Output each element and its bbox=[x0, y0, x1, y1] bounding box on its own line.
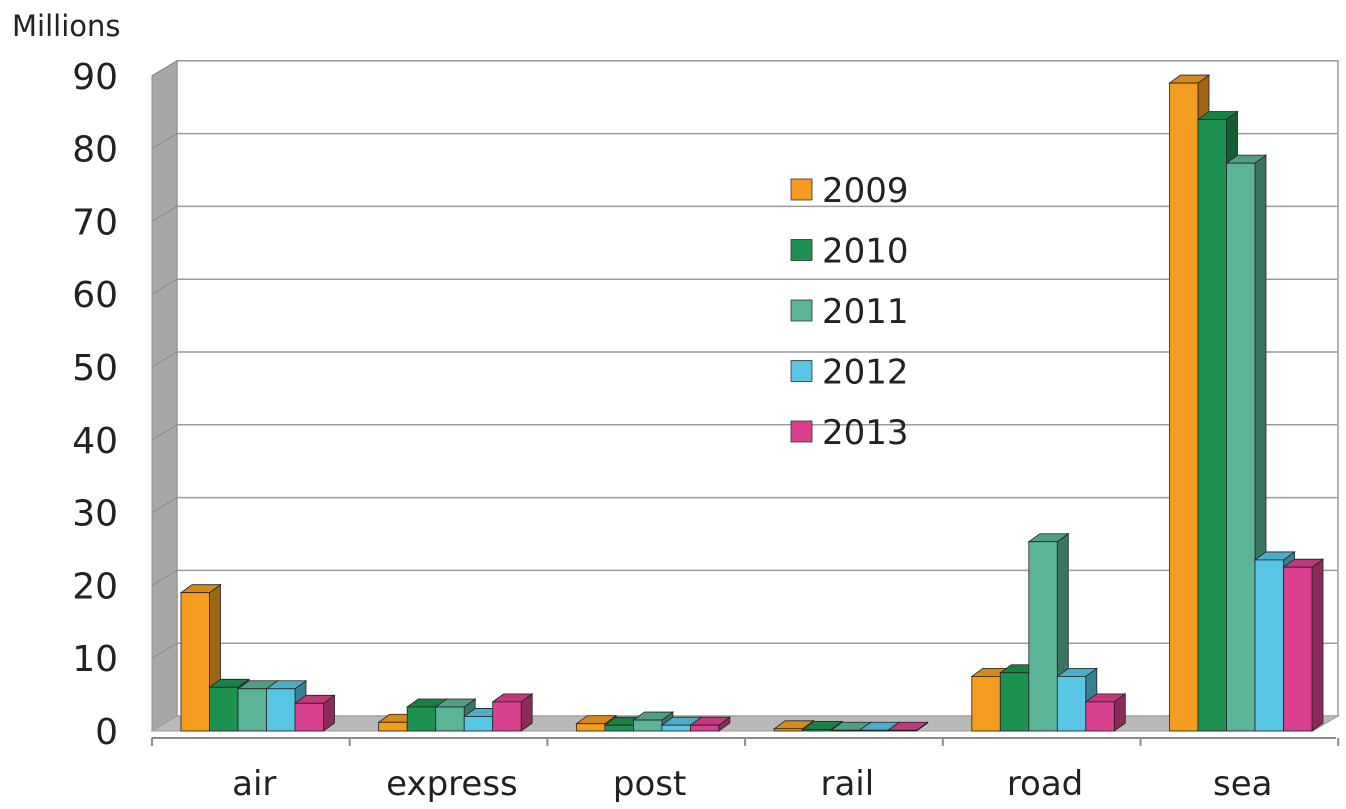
axes: 0 10 20 30 40 50 60 70 80 90 air express post rail roa… bbox=[72, 57, 1340, 804]
gridline-side-50 bbox=[151, 351, 178, 368]
legend-item-2012: 2012 bbox=[790, 353, 909, 393]
x-tick-label-sea: sea bbox=[1213, 764, 1272, 804]
bar-air-2012 bbox=[265, 679, 308, 732]
gridline-side-80 bbox=[151, 133, 178, 150]
x-tick-label-road: road bbox=[1007, 764, 1083, 804]
y-tick-label: 90 bbox=[72, 57, 118, 98]
bar-front bbox=[802, 729, 832, 732]
bar-front bbox=[1197, 119, 1227, 732]
y-tick-label: 50 bbox=[72, 348, 118, 389]
bar-front bbox=[604, 724, 634, 732]
y-tick-label: 30 bbox=[72, 494, 118, 535]
y-tick-label: 0 bbox=[95, 712, 118, 753]
bar-front bbox=[830, 729, 860, 732]
y-tick-label: 60 bbox=[72, 275, 118, 316]
gridline-side-90 bbox=[151, 60, 178, 77]
bar-front bbox=[492, 701, 522, 732]
legend-swatch bbox=[790, 420, 813, 443]
legend: 2009 2010 2011 2012 2013 bbox=[790, 171, 909, 453]
bar-front bbox=[661, 724, 691, 732]
gridline-side-40 bbox=[151, 424, 178, 441]
x-tick-label-air: air bbox=[232, 764, 276, 804]
bar-express-2013 bbox=[491, 693, 534, 732]
legend-item-2010: 2010 bbox=[790, 232, 909, 272]
back-wall bbox=[176, 60, 1339, 717]
legend-swatch bbox=[790, 299, 813, 322]
x-tick-label-post: post bbox=[613, 764, 686, 804]
bar-front bbox=[999, 672, 1030, 732]
legend-item-2011: 2011 bbox=[790, 292, 909, 332]
bar-sea-2013 bbox=[1282, 558, 1325, 732]
legend-label: 2011 bbox=[822, 292, 909, 332]
legend-item-2009: 2009 bbox=[790, 171, 909, 211]
side-wall bbox=[151, 59, 178, 732]
bar-front bbox=[237, 688, 267, 732]
bar-front bbox=[859, 729, 889, 732]
legend-label: 2010 bbox=[822, 232, 909, 272]
legend-label: 2013 bbox=[822, 413, 909, 453]
bar-front bbox=[633, 719, 663, 732]
legend-label: 2012 bbox=[822, 353, 909, 393]
gridlines bbox=[151, 60, 1338, 659]
bar-front bbox=[1056, 676, 1087, 732]
gridline-side-10 bbox=[151, 642, 178, 659]
y-tick-label: 80 bbox=[72, 130, 118, 171]
bar-front bbox=[294, 702, 324, 732]
x-tick-label-rail: rail bbox=[820, 764, 874, 804]
bar-air-2013 bbox=[293, 694, 336, 732]
bar-front bbox=[180, 592, 210, 732]
legend-label: 2009 bbox=[822, 171, 909, 211]
bar-front bbox=[690, 724, 720, 732]
bar-front bbox=[773, 728, 803, 732]
legend-swatch bbox=[790, 178, 813, 201]
bar-front bbox=[1028, 541, 1058, 732]
gridline-side-70 bbox=[151, 205, 178, 222]
bar-front bbox=[406, 706, 437, 732]
y-tick-label: 10 bbox=[72, 639, 118, 680]
bar-front bbox=[1226, 162, 1256, 732]
gridline-side-20 bbox=[151, 569, 178, 586]
gridline-side-30 bbox=[151, 497, 178, 514]
y-tick-label: 40 bbox=[72, 421, 118, 462]
y-tick-label: 20 bbox=[72, 566, 118, 607]
bar-front bbox=[463, 716, 494, 732]
legend-swatch bbox=[790, 239, 813, 261]
chart-walls bbox=[150, 59, 1340, 732]
y-axis-label: Millions bbox=[12, 9, 120, 43]
bar-front bbox=[1254, 559, 1284, 732]
bar-front bbox=[576, 723, 606, 732]
legend-item-2013: 2013 bbox=[790, 413, 909, 453]
bar-front bbox=[435, 706, 465, 732]
bar-front bbox=[209, 686, 239, 732]
bar-side bbox=[1311, 558, 1324, 732]
bar-front bbox=[971, 676, 1001, 732]
bars bbox=[179, 74, 1325, 732]
bar-front bbox=[1085, 701, 1115, 732]
bar-front bbox=[378, 721, 408, 732]
bar-front bbox=[1283, 566, 1313, 732]
bar-front bbox=[1169, 82, 1199, 732]
y-tick-label: 70 bbox=[72, 202, 118, 243]
bar-road-2013 bbox=[1084, 693, 1127, 732]
gridline-side-60 bbox=[151, 278, 178, 295]
bar-post-2013 bbox=[689, 716, 732, 732]
bar-front bbox=[887, 729, 917, 732]
bar-front bbox=[266, 688, 296, 732]
bar-rail-2013 bbox=[886, 721, 929, 732]
legend-swatch bbox=[790, 360, 813, 382]
x-tick-label-express: express bbox=[386, 764, 518, 804]
